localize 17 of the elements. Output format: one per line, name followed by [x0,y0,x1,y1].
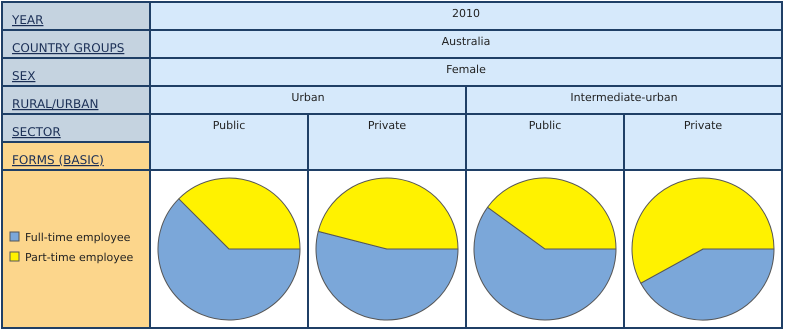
text: Urban [291,91,325,104]
text: RURAL/URBAN [12,97,98,111]
legend-label: Full-time employee [25,231,131,244]
text: Female [446,63,486,76]
text: Australia [442,35,490,48]
chart-title: Public [212,119,246,132]
chart-title: Private [684,119,722,132]
text: Intermediate-urban [570,91,678,104]
text: SEX [12,69,36,83]
text: SECTOR [12,125,61,139]
chart-title: Private [368,119,406,132]
text: COUNTRY GROUPS [12,41,124,55]
legend-label: Part-time employee [25,251,134,264]
text: FORMS (BASIC) [12,153,104,167]
text: YEAR [11,13,44,27]
chart-title: Public [528,119,562,132]
text: 2010 [452,7,480,20]
